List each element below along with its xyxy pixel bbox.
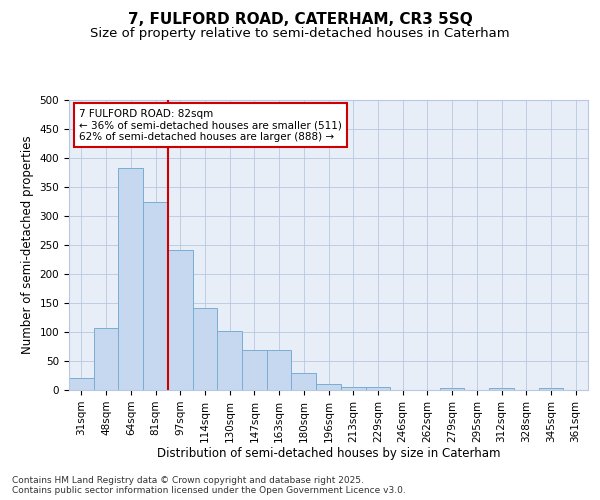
- Bar: [69, 378, 94, 390]
- Bar: [118, 168, 143, 390]
- Text: 7, FULFORD ROAD, CATERHAM, CR3 5SQ: 7, FULFORD ROAD, CATERHAM, CR3 5SQ: [128, 12, 472, 28]
- Bar: [292, 372, 316, 390]
- Bar: [267, 350, 292, 390]
- Bar: [242, 350, 267, 390]
- Bar: [341, 386, 365, 390]
- Bar: [489, 388, 514, 390]
- Bar: [94, 328, 118, 390]
- Text: Size of property relative to semi-detached houses in Caterham: Size of property relative to semi-detach…: [90, 28, 510, 40]
- Bar: [168, 250, 193, 390]
- Bar: [316, 384, 341, 390]
- Bar: [440, 388, 464, 390]
- Text: Contains HM Land Registry data © Crown copyright and database right 2025.
Contai: Contains HM Land Registry data © Crown c…: [12, 476, 406, 495]
- Y-axis label: Number of semi-detached properties: Number of semi-detached properties: [21, 136, 34, 354]
- Bar: [217, 331, 242, 390]
- Bar: [143, 202, 168, 390]
- Text: 7 FULFORD ROAD: 82sqm
← 36% of semi-detached houses are smaller (511)
62% of sem: 7 FULFORD ROAD: 82sqm ← 36% of semi-deta…: [79, 108, 342, 142]
- X-axis label: Distribution of semi-detached houses by size in Caterham: Distribution of semi-detached houses by …: [157, 448, 500, 460]
- Bar: [365, 386, 390, 390]
- Bar: [539, 388, 563, 390]
- Bar: [193, 308, 217, 390]
